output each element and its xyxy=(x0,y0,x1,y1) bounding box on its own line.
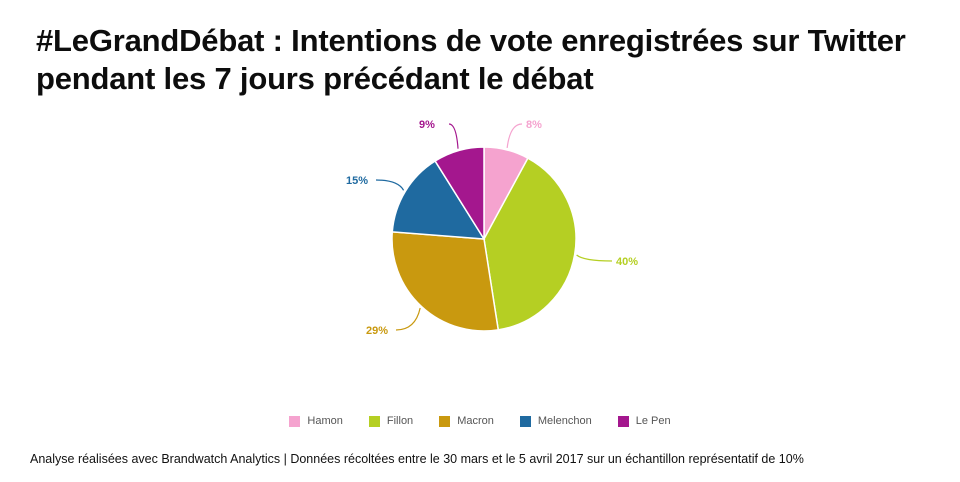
data-label-hamon: 8% xyxy=(526,119,542,131)
legend-swatch xyxy=(617,415,629,427)
pie-slice-melenchon xyxy=(391,160,486,240)
pie-chart: 8% 40% 29% 15% 9% xyxy=(346,119,638,337)
legend-swatch xyxy=(289,415,301,427)
legend-item-le-pen: Le Pen xyxy=(617,415,671,427)
legend-swatch xyxy=(519,415,531,427)
data-label-fillon: 40% xyxy=(616,256,638,268)
legend-item-hamon: Hamon xyxy=(289,415,343,427)
leader-line-melenchon xyxy=(375,179,405,191)
source-footnote: Analyse réalisées avec Brandwatch Analyt… xyxy=(30,452,804,466)
data-label-le-pen: 9% xyxy=(419,119,435,131)
chart-title-line-1: #LeGrandDébat : Intentions de vote enreg… xyxy=(36,23,906,58)
legend-swatch xyxy=(368,415,380,427)
legend-swatch xyxy=(439,415,451,427)
pie-slice-fillon xyxy=(483,157,577,331)
leader-line-fillon xyxy=(576,254,613,262)
legend-label: Hamon xyxy=(307,415,343,427)
chart-title: #LeGrandDébat : Intentions de vote enreg… xyxy=(36,22,936,98)
legend-label: Fillon xyxy=(386,415,414,427)
legend-label: Le Pen xyxy=(635,415,671,427)
leader-line-macron xyxy=(395,307,421,331)
leader-line-le-pen xyxy=(448,123,459,149)
chart-legend: Hamon Fillon Macron Melenchon Le Pen xyxy=(0,415,960,427)
legend-item-fillon: Fillon xyxy=(368,415,414,427)
legend-item-macron: Macron xyxy=(439,415,494,427)
legend-item-melenchon: Melenchon xyxy=(519,415,592,427)
chart-title-line-2: pendant les 7 jours précédant le débat xyxy=(36,61,594,96)
data-label-macron: 29% xyxy=(366,325,388,337)
legend-label: Macron xyxy=(457,415,494,427)
pie-slice-macron xyxy=(391,231,500,332)
pie-slice-le-pen xyxy=(434,146,485,242)
leader-line-hamon xyxy=(506,123,523,148)
legend-label: Melenchon xyxy=(537,415,592,427)
data-label-melenchon: 15% xyxy=(346,175,368,187)
